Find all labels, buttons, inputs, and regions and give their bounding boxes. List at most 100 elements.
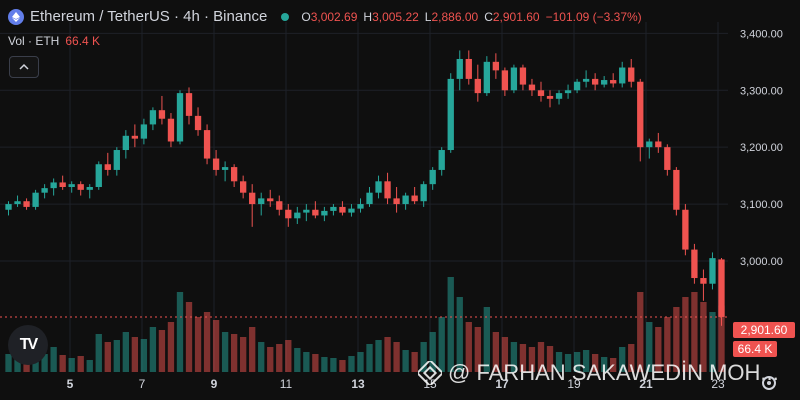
low-value: 2,886.00 (431, 9, 479, 24)
tradingview-logo-icon[interactable]: TV (8, 325, 48, 365)
volume-bar (203, 312, 211, 372)
volume-bar (149, 327, 157, 372)
x-tick-label: 23 (711, 377, 725, 391)
last-price-tag: 2,901.60 (733, 322, 795, 338)
volume-bar (393, 342, 400, 372)
volume-bar (420, 342, 427, 372)
candle-body (276, 201, 283, 210)
volume-bar (709, 312, 716, 372)
candle-body (601, 80, 608, 85)
volume-bar (564, 354, 572, 372)
candle-body (384, 181, 391, 199)
volume-bar (258, 342, 265, 372)
candle-body (249, 192, 256, 205)
change-value: −101.09 (−3.37%) (545, 9, 642, 24)
volume-bar (348, 356, 355, 372)
candle-body (348, 208, 355, 213)
candle-body (691, 249, 698, 279)
collapse-legend-button[interactable] (9, 56, 39, 78)
candle-body (420, 184, 427, 202)
candle-body (5, 204, 12, 210)
watermark-text: @ FARHAN SAKAWEDİN MOH... (448, 360, 779, 385)
volume-bar (303, 352, 310, 372)
candle-body (149, 110, 157, 125)
x-tick-label: 19 (567, 377, 581, 391)
volume-bar (501, 337, 509, 372)
symbol-title[interactable]: Ethereum / TetherUS · 4h · Binance (30, 8, 268, 25)
volume-bar (113, 340, 120, 372)
volume-bar (637, 292, 644, 372)
candle-body (312, 209, 319, 216)
candle-body (23, 201, 30, 207)
volume-bar (194, 317, 202, 372)
candle-body (411, 195, 418, 202)
candle-body (131, 135, 139, 139)
x-tick-label: 11 (280, 377, 293, 391)
candle-body (321, 210, 328, 216)
candle-body (176, 93, 184, 142)
settings-gear-icon[interactable] (759, 373, 779, 393)
volume-bar (375, 340, 382, 372)
open-value: 3,002.69 (310, 9, 358, 24)
candle-body (537, 90, 545, 96)
volume-bar (429, 332, 436, 372)
candle-body (366, 192, 373, 205)
candle-body (673, 169, 680, 210)
candle-body (402, 195, 409, 205)
x-tick-label: 15 (423, 377, 437, 391)
candle-body (483, 61, 490, 94)
low-key: L (424, 9, 432, 24)
candle-body (664, 147, 671, 170)
candle-body (546, 95, 554, 99)
volume-bar (321, 357, 328, 372)
volume-bar (276, 344, 283, 372)
high-key: H (363, 9, 373, 24)
candle-body (41, 188, 48, 193)
candle-body (230, 167, 238, 182)
volume-bar (646, 322, 653, 372)
x-tick-label: 21 (639, 377, 653, 391)
candle-body (375, 181, 382, 193)
close-key: C (484, 9, 493, 24)
candle-body (492, 61, 500, 71)
volume-bar (185, 302, 193, 372)
volume-bar (59, 355, 66, 372)
candle-body (330, 206, 337, 211)
candle-body (501, 70, 509, 91)
candle-body (637, 81, 644, 148)
last-volume-tag: 66.4 K (733, 341, 777, 357)
volume-bar (221, 332, 229, 372)
volume-bar (68, 358, 75, 372)
volume-bar (384, 337, 391, 372)
volume-bar (131, 337, 139, 372)
candle-body (357, 204, 364, 209)
candle-body (339, 206, 346, 213)
candle-body (528, 84, 536, 91)
candle-body (682, 209, 689, 250)
candle-body (519, 67, 527, 85)
volume-bar (718, 305, 725, 372)
candle-body (68, 184, 75, 187)
candle-body (140, 124, 148, 139)
volume-bar (655, 327, 662, 372)
candle-body (474, 78, 481, 94)
candle-body (510, 67, 518, 91)
volume-bar (492, 332, 500, 372)
candle-body (203, 130, 211, 159)
candle-body (59, 182, 66, 187)
volume-bar (582, 350, 590, 372)
ethereum-icon (8, 8, 24, 25)
collapse-chevron-icon (19, 63, 29, 70)
candle-body (95, 164, 102, 187)
volume-bar (591, 354, 599, 372)
volume-bar (366, 344, 373, 372)
open-key: O (301, 9, 311, 24)
candle-body (240, 181, 247, 193)
candle-body (86, 187, 93, 190)
candle-body (32, 192, 39, 207)
candle-body (77, 184, 84, 190)
candle-body (194, 115, 202, 131)
candle-body (438, 150, 445, 170)
volume-bar (438, 317, 445, 372)
